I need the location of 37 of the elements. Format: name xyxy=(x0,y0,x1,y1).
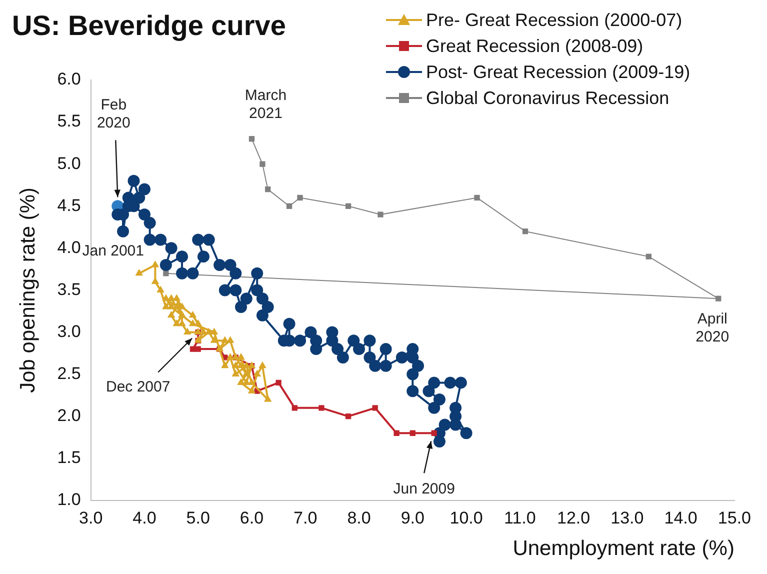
y-tick-label: 1.0 xyxy=(57,490,81,510)
x-tick-label: 6.0 xyxy=(240,508,264,528)
y-tick-label: 4.5 xyxy=(57,196,81,215)
x-axis-title: Unemployment rate (%) xyxy=(512,537,734,560)
y-tick-label: 3.5 xyxy=(57,280,81,299)
y-tick-label: 3.0 xyxy=(57,322,81,341)
annotation: Jun 2009 xyxy=(393,480,455,498)
x-tick-label: 3.0 xyxy=(79,508,103,528)
y-tick-label: 4.0 xyxy=(57,238,81,257)
y-tick-label: 2.0 xyxy=(57,406,81,426)
legend-label: Post- Great Recession (2009-19) xyxy=(426,62,690,82)
legend-label: Great Recession (2008-09) xyxy=(426,36,644,56)
annotation: Feb 2020 xyxy=(96,96,130,132)
x-tick-label: 4.0 xyxy=(132,508,156,528)
annotation: April 2020 xyxy=(696,310,730,346)
x-tick-label: 9.0 xyxy=(400,508,424,528)
legend-label: Global Coronavirus Recession xyxy=(426,88,670,108)
x-tick-label: 13.0 xyxy=(610,508,644,528)
y-tick-label: 6.0 xyxy=(57,70,81,89)
chart-title: US: Beveridge curve xyxy=(12,10,286,42)
annotation: Dec 2007 xyxy=(106,378,170,396)
y-tick-label: 5.0 xyxy=(57,154,81,173)
x-tick-label: 11.0 xyxy=(504,508,536,528)
y-tick-label: 2.5 xyxy=(57,364,81,383)
y-tick-label: 5.5 xyxy=(57,112,81,131)
x-tick-label: 7.0 xyxy=(294,508,318,528)
x-tick-label: 12.0 xyxy=(557,508,590,528)
x-tick-label: 8.0 xyxy=(347,508,371,528)
y-tick-label: 1.5 xyxy=(57,448,81,468)
y-axis-title: Job openings rate (%) xyxy=(16,187,40,393)
x-tick-label: 10.0 xyxy=(450,508,483,528)
x-tick-label: 5.0 xyxy=(186,508,210,528)
legend-label: Pre- Great Recession (2000-07) xyxy=(426,10,682,30)
x-tick-label: 14.0 xyxy=(664,508,698,528)
annotation: Jan 2001 xyxy=(82,242,144,260)
x-tick-label: 15.0 xyxy=(718,508,752,528)
annotation: March 2021 xyxy=(244,86,287,122)
